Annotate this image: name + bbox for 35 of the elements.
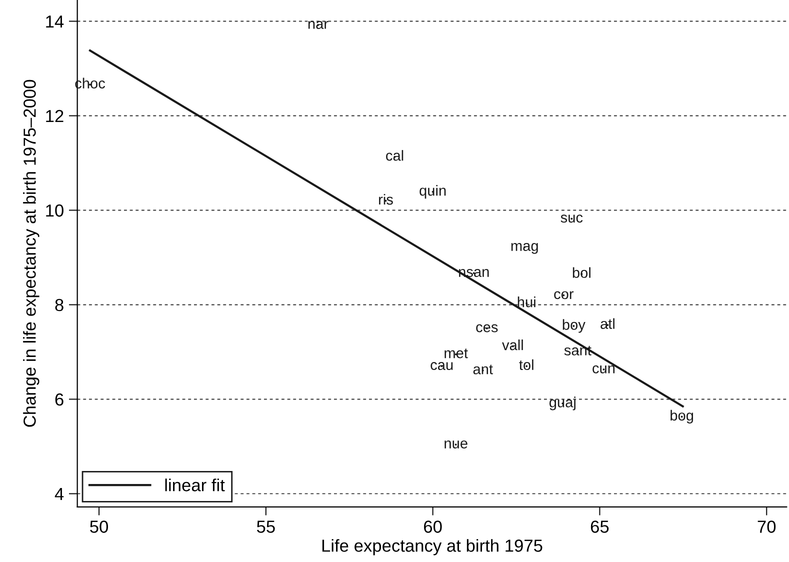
data-label: atl: [600, 318, 614, 329]
data-label: cau: [430, 362, 453, 370]
y-tick-label: 6: [55, 393, 64, 406]
data-label: vall: [502, 340, 523, 350]
x-tick-label: 60: [424, 520, 442, 533]
data-label: ris: [379, 194, 393, 205]
data-label: cal: [386, 150, 404, 161]
x-tick-label: 55: [256, 520, 275, 533]
data-label: mag: [511, 243, 538, 254]
y-tick-label: 4: [54, 488, 64, 500]
data-label: ces: [476, 324, 498, 332]
x-tick-label: 70: [758, 520, 776, 533]
data-label: nar: [308, 20, 328, 29]
data-label: suc: [560, 214, 583, 223]
data-label: cor: [554, 291, 574, 300]
legend-label: linear fit: [165, 478, 225, 492]
data-label: ant: [473, 364, 493, 374]
x-tick-label: 65: [590, 520, 609, 533]
data-label: bol: [572, 267, 590, 278]
y-tick-label: 8: [55, 298, 64, 312]
data-label: guaj: [549, 396, 576, 410]
y-tick-label: 12: [46, 110, 64, 122]
y-tick-label: 10: [46, 204, 64, 217]
y-tick-label: 14: [46, 16, 64, 28]
y-axis-title: Change in life expectancy at birth 1975–2000: [23, 80, 40, 427]
data-label: nue: [444, 440, 468, 448]
data-label: hui: [518, 296, 536, 308]
data-label: quin: [420, 185, 446, 199]
data-label: bog: [670, 410, 694, 424]
data-label: boy: [562, 319, 586, 333]
data-label: met: [444, 348, 468, 358]
data-label: tol: [519, 359, 534, 370]
x-axis-title: Life expectancy at birth 1975: [322, 539, 542, 556]
x-tick-label: 50: [90, 520, 108, 533]
data-label: cun: [592, 365, 615, 374]
